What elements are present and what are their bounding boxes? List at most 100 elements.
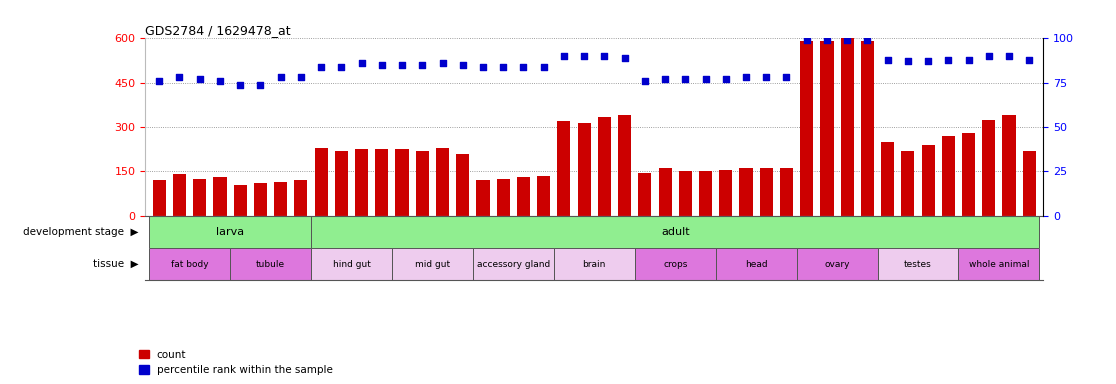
Bar	[578, 122, 590, 216]
Bar	[415, 151, 429, 216]
Text: accessory gland: accessory gland	[477, 260, 550, 269]
Point	[878, 56, 896, 63]
Bar	[554, 248, 635, 280]
Bar	[436, 148, 449, 216]
Bar	[820, 41, 834, 216]
Point	[1000, 53, 1018, 59]
Point	[373, 62, 391, 68]
Point	[413, 62, 431, 68]
Bar	[800, 41, 814, 216]
Bar	[959, 248, 1039, 280]
Bar	[295, 180, 307, 216]
Bar	[355, 149, 368, 216]
Point	[656, 76, 674, 82]
Bar	[840, 38, 854, 216]
Bar	[537, 176, 550, 216]
Bar	[797, 248, 877, 280]
Bar	[253, 183, 267, 216]
Bar	[1022, 151, 1036, 216]
Point	[838, 37, 856, 43]
Text: testes: testes	[904, 260, 932, 269]
Text: GDS2784 / 1629478_at: GDS2784 / 1629478_at	[145, 24, 290, 37]
Bar	[1002, 115, 1016, 216]
Point	[737, 74, 754, 81]
Bar	[315, 148, 328, 216]
Point	[555, 53, 573, 59]
Bar	[517, 177, 530, 216]
Point	[434, 60, 452, 66]
Point	[211, 78, 229, 84]
Text: whole animal: whole animal	[969, 260, 1029, 269]
Point	[333, 64, 350, 70]
Bar	[456, 154, 470, 216]
Bar	[760, 169, 773, 216]
Text: hind gut: hind gut	[333, 260, 371, 269]
Text: tubule: tubule	[256, 260, 285, 269]
Bar	[375, 149, 388, 216]
Bar	[150, 248, 230, 280]
Point	[251, 81, 269, 88]
Point	[920, 58, 937, 65]
Bar	[635, 248, 715, 280]
Point	[980, 53, 998, 59]
Text: crops: crops	[663, 260, 687, 269]
Bar	[230, 248, 311, 280]
Point	[454, 62, 472, 68]
Text: brain: brain	[583, 260, 606, 269]
Point	[676, 76, 694, 82]
Point	[716, 76, 734, 82]
Point	[353, 60, 371, 66]
Bar	[618, 115, 632, 216]
Bar	[473, 248, 554, 280]
Bar	[233, 185, 247, 216]
Bar	[150, 216, 311, 248]
Point	[171, 74, 189, 81]
Point	[494, 64, 512, 70]
Point	[393, 62, 411, 68]
Point	[960, 56, 978, 63]
Text: mid gut: mid gut	[415, 260, 450, 269]
Text: adult: adult	[661, 227, 690, 237]
Bar	[882, 142, 894, 216]
Bar	[902, 151, 914, 216]
Legend: count, percentile rank within the sample: count, percentile rank within the sample	[140, 350, 333, 375]
Point	[758, 74, 776, 81]
Bar	[395, 149, 408, 216]
Point	[596, 53, 614, 59]
Point	[151, 78, 169, 84]
Bar	[193, 179, 206, 216]
Bar	[715, 248, 797, 280]
Bar	[335, 151, 348, 216]
Bar	[557, 121, 570, 216]
Point	[940, 56, 958, 63]
Bar	[275, 182, 287, 216]
Text: fat body: fat body	[171, 260, 209, 269]
Bar	[638, 173, 652, 216]
Point	[616, 55, 634, 61]
Point	[231, 81, 249, 88]
Point	[292, 74, 310, 81]
Bar	[392, 248, 473, 280]
Bar	[598, 117, 610, 216]
Point	[818, 37, 836, 43]
Bar	[942, 136, 955, 216]
Point	[778, 74, 796, 81]
Point	[474, 64, 492, 70]
Bar	[740, 169, 752, 216]
Point	[575, 53, 593, 59]
Bar	[497, 179, 510, 216]
Bar	[658, 169, 672, 216]
Text: head: head	[744, 260, 768, 269]
Bar	[877, 248, 959, 280]
Point	[1020, 56, 1038, 63]
Text: ovary: ovary	[825, 260, 849, 269]
Bar	[173, 174, 186, 216]
Bar	[311, 216, 1039, 248]
Point	[636, 78, 654, 84]
Bar	[982, 120, 995, 216]
Point	[696, 76, 714, 82]
Bar	[719, 170, 732, 216]
Point	[899, 58, 917, 65]
Bar	[311, 248, 392, 280]
Point	[535, 64, 552, 70]
